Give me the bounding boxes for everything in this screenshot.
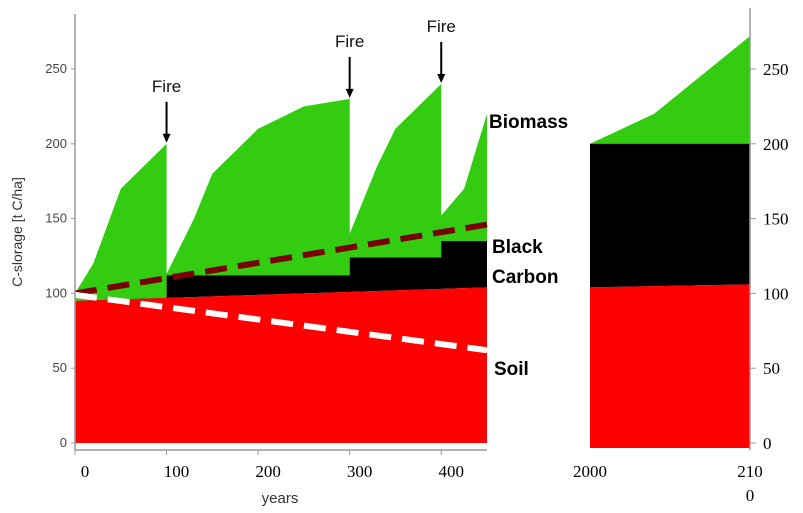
y-tick-label: 100 [45, 285, 67, 300]
x-tick-label: 0 [81, 462, 90, 481]
right-y-tick-label: 250 [763, 60, 789, 79]
x-tick-label: 400 [438, 462, 464, 481]
left-areas [75, 84, 487, 443]
y-tick-label: 150 [45, 211, 67, 226]
y-tick-label: 250 [45, 61, 67, 76]
fire-label: Fire [152, 77, 181, 96]
black-carbon-trend-line [74, 221, 488, 297]
soil-area [75, 287, 487, 443]
right-panel: 0 50 100 150 200 250 2000 210 0 [573, 8, 789, 505]
left-trends [74, 221, 488, 354]
right-y-tick-label: 0 [763, 434, 772, 453]
fire-label: Fire [335, 32, 364, 51]
x-tick-label: 100 [164, 462, 190, 481]
left-panel: Fire Fire Fire 0 50 100 150 200 250 0 100 200 300 4… [9, 14, 568, 507]
soil-label: Soil [494, 359, 529, 380]
left-x-ticks: 0 100 200 300 400 [74, 450, 464, 481]
x-tick-label: 300 [347, 462, 373, 481]
x-tick-label: 200 [255, 462, 281, 481]
right-areas [590, 36, 750, 448]
y-tick-label: 200 [45, 136, 67, 151]
y-tick-label: 50 [53, 360, 67, 375]
fire-arrow-head [162, 133, 171, 143]
right-y-tick-label: 150 [763, 210, 789, 229]
biomass-area [75, 84, 487, 301]
right-y-tick-label: 50 [763, 359, 780, 378]
right-y-tick-label: 100 [763, 284, 789, 303]
black-carbon-label-1: Black [492, 237, 543, 258]
biomass-label: Biomass [489, 112, 568, 133]
fire-marker-100: Fire [152, 77, 181, 143]
right-y-tick-label: 200 [763, 135, 789, 154]
fire-arrows: Fire Fire Fire [152, 17, 456, 143]
biomass-area-2100 [590, 36, 750, 144]
fire-marker-400: Fire [427, 17, 456, 83]
y-tick-label: 0 [60, 435, 67, 450]
right-x-ticks: 2000 210 0 [573, 462, 763, 505]
right-x-tick-label: 210 0 [737, 462, 763, 505]
component-labels: Biomass Black Carbon Soil [489, 112, 568, 380]
right-y-ticks: 0 50 100 150 200 250 [750, 60, 789, 453]
y-axis-label: C-slorage [t C/ha] [9, 177, 25, 287]
soil-trend-line [74, 291, 488, 354]
black-carbon-area-2100 [590, 143, 750, 288]
soil-area-2100 [590, 284, 750, 448]
fire-arrow-head [437, 73, 446, 83]
fire-label: Fire [427, 17, 456, 36]
right-x-tick-label: 2000 [573, 462, 607, 481]
x-axis-label: years [262, 490, 299, 507]
left-y-ticks: 0 50 100 150 200 250 [45, 61, 75, 450]
fire-arrow-head [345, 88, 354, 98]
black-carbon-area [75, 241, 487, 301]
black-carbon-label-2: Carbon [492, 267, 559, 288]
fire-marker-300: Fire [335, 32, 364, 98]
